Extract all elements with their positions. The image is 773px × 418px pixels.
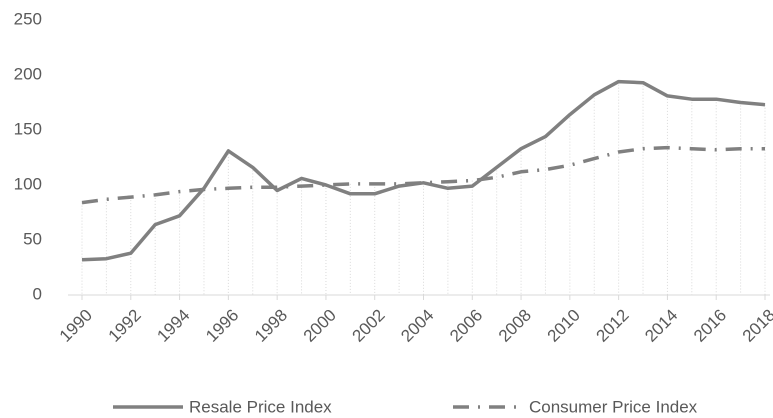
x-tick-label: 1998 [251,306,291,346]
y-tick-label: 0 [33,284,42,303]
x-tick-label: 1990 [56,306,96,346]
series-line [81,145,765,205]
x-tick-label: 2010 [544,306,584,346]
x-tick-label: 2012 [592,306,632,346]
x-tick-label: 2000 [300,306,340,346]
x-tick-label: 2018 [739,306,773,346]
x-tick-label: 2006 [446,306,486,346]
legend-label: Resale Price Index [189,397,332,416]
y-tick-label: 150 [14,119,42,138]
series-line [81,79,766,262]
x-tick-label: 2002 [349,306,389,346]
x-tick-label: 2014 [641,306,681,346]
y-tick-label: 200 [14,64,42,83]
y-tick-label: 100 [14,174,42,193]
x-tick-label: 2004 [397,306,437,346]
y-tick-label: 50 [23,229,42,248]
x-tick-label: 1992 [105,306,145,346]
y-tick-label: 250 [14,9,42,28]
x-tick-label: 1994 [153,306,193,346]
legend-label: Consumer Price Index [529,397,698,416]
x-tick-label: 2016 [690,306,730,346]
x-tick-label: 2008 [495,306,535,346]
x-tick-label: 1996 [202,306,242,346]
